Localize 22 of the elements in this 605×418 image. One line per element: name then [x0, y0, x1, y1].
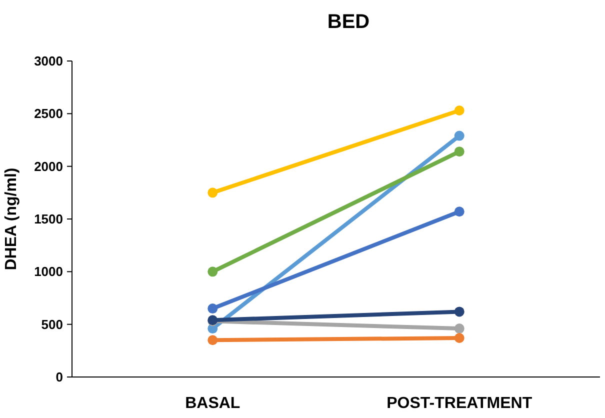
y-tick-label: 500	[41, 316, 63, 332]
y-tick-label: 1000	[34, 264, 63, 280]
y-tick-label: 2000	[34, 158, 63, 174]
x-tick-label: BASAL	[185, 395, 240, 412]
y-tick-label: 0	[56, 370, 63, 385]
point	[454, 206, 464, 217]
y-tick-label: 3000	[34, 54, 63, 69]
point	[208, 188, 218, 198]
y-tick-label: 1500	[34, 212, 63, 227]
point	[454, 333, 464, 344]
point	[454, 306, 464, 317]
point	[208, 266, 218, 277]
y-axis-title: DHEA (ng/ml)	[3, 168, 20, 270]
point	[208, 335, 218, 346]
y-tick-label: 2500	[34, 106, 63, 122]
point	[208, 304, 218, 314]
x-tick-label: POST-TREATMENT	[386, 395, 532, 412]
point	[454, 130, 464, 141]
point	[454, 324, 464, 334]
chart-title: BED	[327, 11, 370, 33]
point	[454, 146, 464, 157]
point	[454, 106, 464, 116]
